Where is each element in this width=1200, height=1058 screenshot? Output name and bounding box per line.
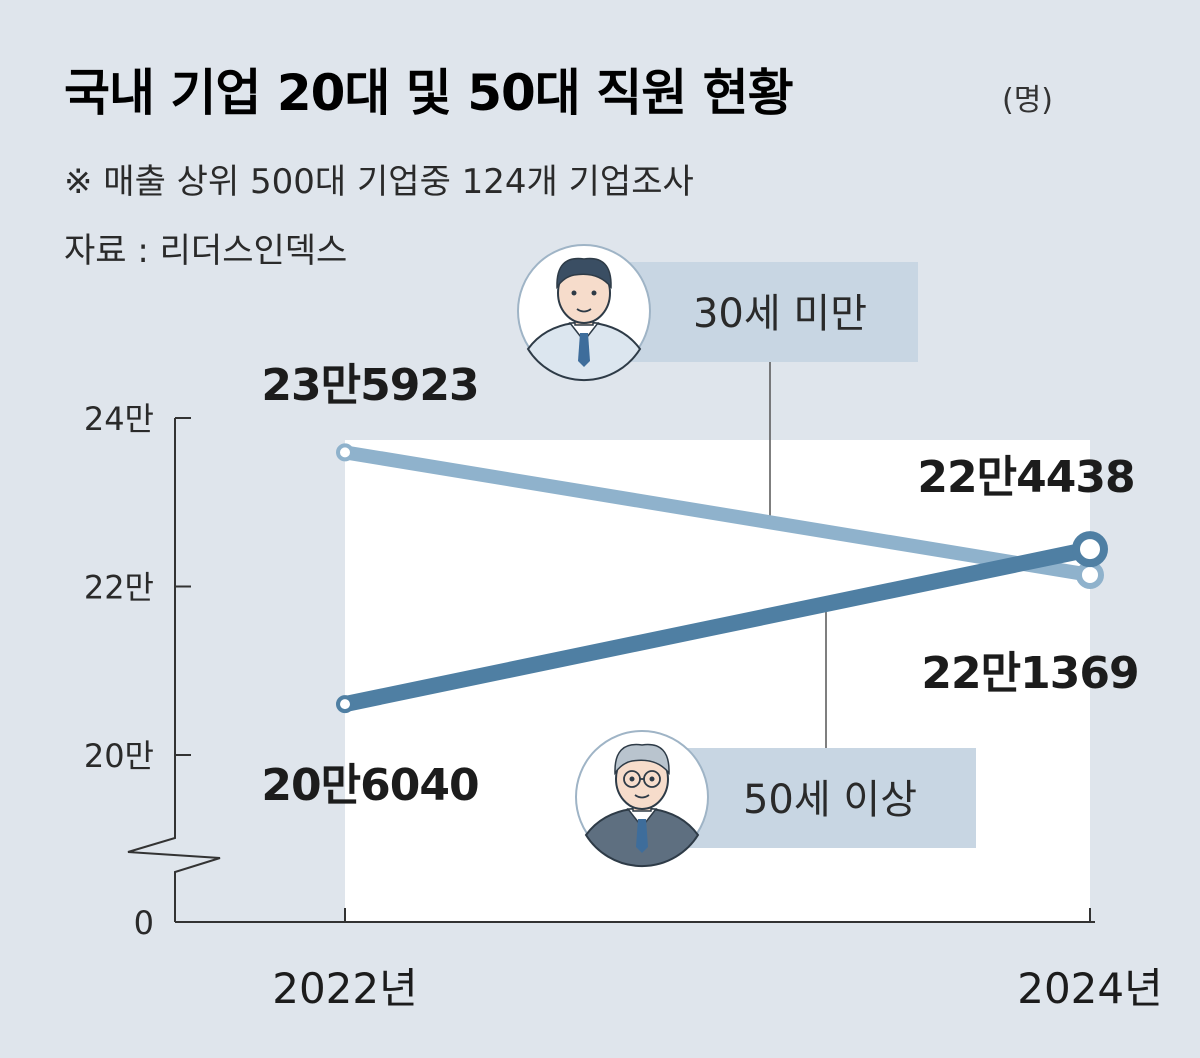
data-label: 23만5923 — [261, 360, 478, 411]
y-tick-label: 22만 — [84, 569, 154, 607]
older-man-with-glasses-icon — [575, 730, 709, 868]
point-under-30-0 — [336, 443, 354, 462]
data-label: 22만4438 — [917, 452, 1134, 503]
series-label-under-30: 30세 미만 — [517, 244, 918, 382]
data-labels: 23만5923 22만1369 20만6040 22만4438 — [261, 360, 1139, 811]
series-line-under-30 — [338, 445, 1097, 582]
x-tick-labels: 2022년 2024년 — [272, 964, 1163, 1013]
series-label-box — [600, 262, 918, 362]
x-tick-label: 2024년 — [1017, 964, 1163, 1013]
y-tick-label: 24만 — [84, 400, 154, 438]
series-name: 30세 미만 — [693, 291, 867, 337]
point-50-plus-1 — [1072, 531, 1108, 568]
y-axis-line — [127, 418, 221, 922]
leader-lines — [769, 362, 827, 748]
series-layer — [336, 443, 1108, 714]
data-label: 20만6040 — [261, 760, 478, 811]
y-tick-label: 20만 — [84, 737, 154, 775]
series-name: 50세 이상 — [743, 777, 917, 823]
point-under-30-1 — [1076, 560, 1104, 589]
chart-note: ※ 매출 상위 500대 기업중 124개 기업조사 — [64, 162, 694, 202]
axes — [127, 417, 1095, 923]
series-label-50-plus: 50세 이상 — [575, 730, 976, 868]
y-tick-labels: 0 20만 22만 24만 — [84, 400, 154, 942]
data-label: 22만1369 — [921, 648, 1138, 699]
x-tick-label: 2022년 — [272, 964, 418, 1013]
chart-source: 자료 : 리더스인덱스 — [64, 231, 347, 271]
y-tick-label: 0 — [134, 904, 154, 942]
chart-unit: (명) — [1002, 83, 1053, 118]
point-50-plus-0 — [336, 695, 354, 714]
chart-title: 국내 기업 20대 및 50대 직원 현황 — [64, 64, 793, 122]
series-labels: 30세 미만 50세 이상 — [517, 244, 976, 868]
series-line-50-plus — [337, 541, 1098, 713]
young-man-icon — [517, 244, 651, 382]
